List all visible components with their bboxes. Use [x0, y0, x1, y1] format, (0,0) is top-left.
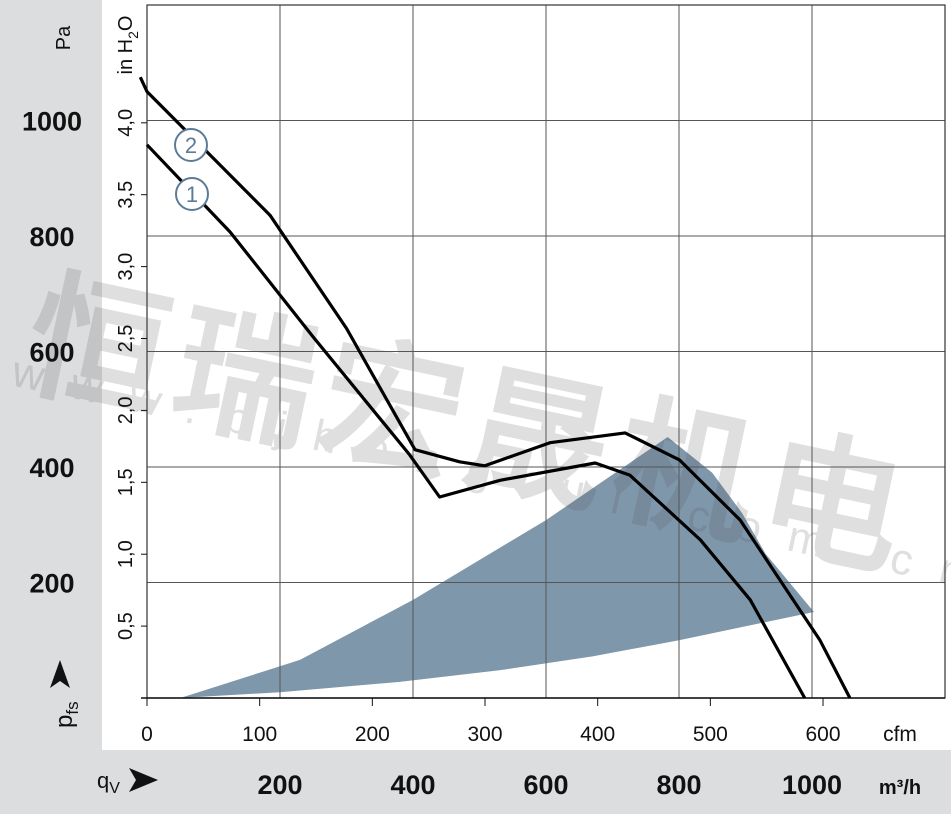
- curve-marker-1: [175, 177, 209, 211]
- cfm-tick-label: 400: [580, 723, 615, 746]
- y-tick-label: 800: [29, 222, 74, 252]
- y-tick-label: 200: [29, 569, 74, 599]
- curve-marker-label-2: 2: [185, 133, 197, 158]
- y-tick-label: 1000: [22, 107, 82, 137]
- operating-range-area: [180, 436, 814, 698]
- y2-tick-label: 2,5: [115, 325, 137, 353]
- left-band: [0, 0, 102, 814]
- y2-unit-label: in H2O: [115, 16, 141, 75]
- y2-tick-label: 4,0: [115, 109, 137, 137]
- y2-tick-label: 2,0: [115, 396, 137, 424]
- x-unit-label: m³/h: [879, 777, 921, 799]
- cfm-unit-label: cfm: [883, 723, 917, 746]
- y-axis-arrow-icon: [50, 660, 70, 688]
- cfm-tick-label: 0: [141, 723, 153, 746]
- cfm-tick-label: 500: [693, 723, 728, 746]
- y2-tick-label: 1,5: [115, 468, 137, 496]
- y2-tick-label: 3,5: [115, 181, 137, 209]
- bottom-band: [0, 750, 951, 814]
- y2-tick-label: 1,0: [115, 540, 137, 568]
- y2-tick-label: 0,5: [115, 612, 137, 640]
- x-axis-arrow-icon: [129, 768, 158, 792]
- x-tick-label: 400: [390, 770, 435, 800]
- y-axis-label: pfs: [51, 701, 82, 728]
- cfm-tick-label: 200: [355, 723, 390, 746]
- x-axis-label: qV: [97, 768, 120, 797]
- x-tick-label: 800: [656, 770, 701, 800]
- y2-tick-label: 3,0: [115, 253, 137, 281]
- x-tick-label: 600: [523, 770, 568, 800]
- cfm-tick-label: 100: [242, 723, 277, 746]
- x-tick-label: 1000: [782, 770, 842, 800]
- curve-marker-2: [174, 128, 208, 162]
- cfm-tick-label: 300: [467, 723, 502, 746]
- y-unit-label: Pa: [53, 25, 75, 50]
- curve-marker-label-1: 1: [186, 182, 198, 207]
- y-tick-label: 400: [29, 453, 74, 483]
- y-tick-label: 600: [29, 338, 74, 368]
- x-tick-label: 200: [257, 770, 302, 800]
- cfm-tick-label: 600: [805, 723, 840, 746]
- curve-2: [138, 76, 852, 699]
- curve-1: [145, 143, 807, 699]
